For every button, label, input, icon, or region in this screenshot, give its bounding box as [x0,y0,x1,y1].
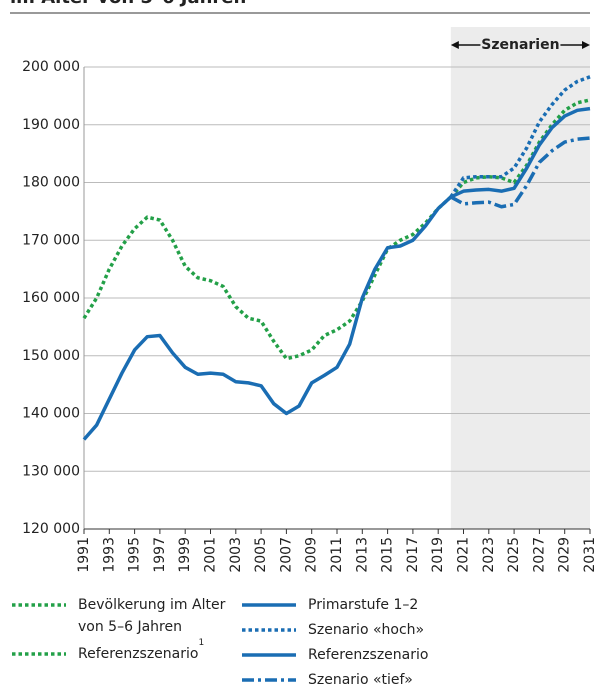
x-tick-label: 2011 [329,537,345,573]
x-tick-label: 1993 [101,537,117,573]
x-tick-label: 2003 [228,537,244,573]
series-line [82,195,453,441]
legend-label: Primarstufe 1–2 [308,597,419,613]
series-line [449,75,591,198]
legend-item: Primarstufe 1–2 [240,594,418,616]
legend-item: Bevölkerung im Alter von 5–6 Jahren [10,594,228,638]
arrowhead [582,41,590,49]
x-tick-label: 1999 [177,537,193,573]
legend-label: Szenario «hoch» [308,622,425,638]
legend-swatch [242,603,296,607]
x-tick-label: 2015 [380,537,396,573]
x-tick-label: 2027 [531,537,547,573]
y-tick-label: 160 000 [22,290,80,306]
y-tick-label: 200 000 [22,59,80,75]
scenario-shade [450,27,590,529]
x-tick-label: 2023 [481,537,497,573]
legend-label: Szenario «tief» [308,672,413,688]
x-tick-label: 1991 [76,537,92,573]
x-tick-label: 1995 [127,537,143,573]
series-line [450,106,591,199]
series-line [82,195,453,361]
y-tick-label: 190 000 [22,117,80,133]
x-tick-label: 2007 [278,537,294,573]
x-tick-label: 2009 [304,537,320,573]
legend-label: Referenzszenario [308,647,429,663]
x-tick-label: 2017 [405,537,421,573]
x-tick-label: 2025 [506,537,522,573]
annotation: Szenarien [481,37,559,53]
x-tick-label: 2019 [430,537,446,573]
legend-item: Szenario «tief» [240,669,413,688]
legend-swatch [12,652,66,656]
y-tick-label: 180 000 [22,175,80,191]
x-tick-label: 2001 [203,537,219,573]
legend-swatch [12,603,66,607]
series-line [450,136,591,209]
legend-label: Bevölkerung im Alter von 5–6 Jahren [78,597,226,635]
y-tick-label: 130 000 [22,463,80,479]
x-tick-label: 2005 [253,537,269,573]
legend-swatch [242,678,296,682]
y-tick-label: 140 000 [22,406,80,422]
legend-swatch [242,653,296,657]
legend-item: Referenzszenario 1 [10,639,204,665]
x-tick-label: 2021 [456,537,472,573]
legend-swatch [242,628,296,632]
x-tick-label: 2013 [354,537,370,573]
y-tick-label: 170 000 [22,232,80,248]
legend-item: Referenzszenario [240,644,428,666]
arrowhead [450,41,459,49]
chart: im Alter von 5–6 Jahren Szenarien 120 000… [10,0,595,573]
legend-item: Szenario «hoch» [240,619,424,641]
x-tick-label: 2029 [557,537,573,573]
x-tick-label: 2031 [582,537,595,573]
x-tick-label: 1997 [152,537,168,573]
legend-label: Referenzszenario [78,646,199,662]
chart-title: im Alter von 5–6 Jahren [10,0,246,8]
y-tick-label: 150 000 [22,348,80,364]
y-tick-label: 120 000 [22,521,80,537]
